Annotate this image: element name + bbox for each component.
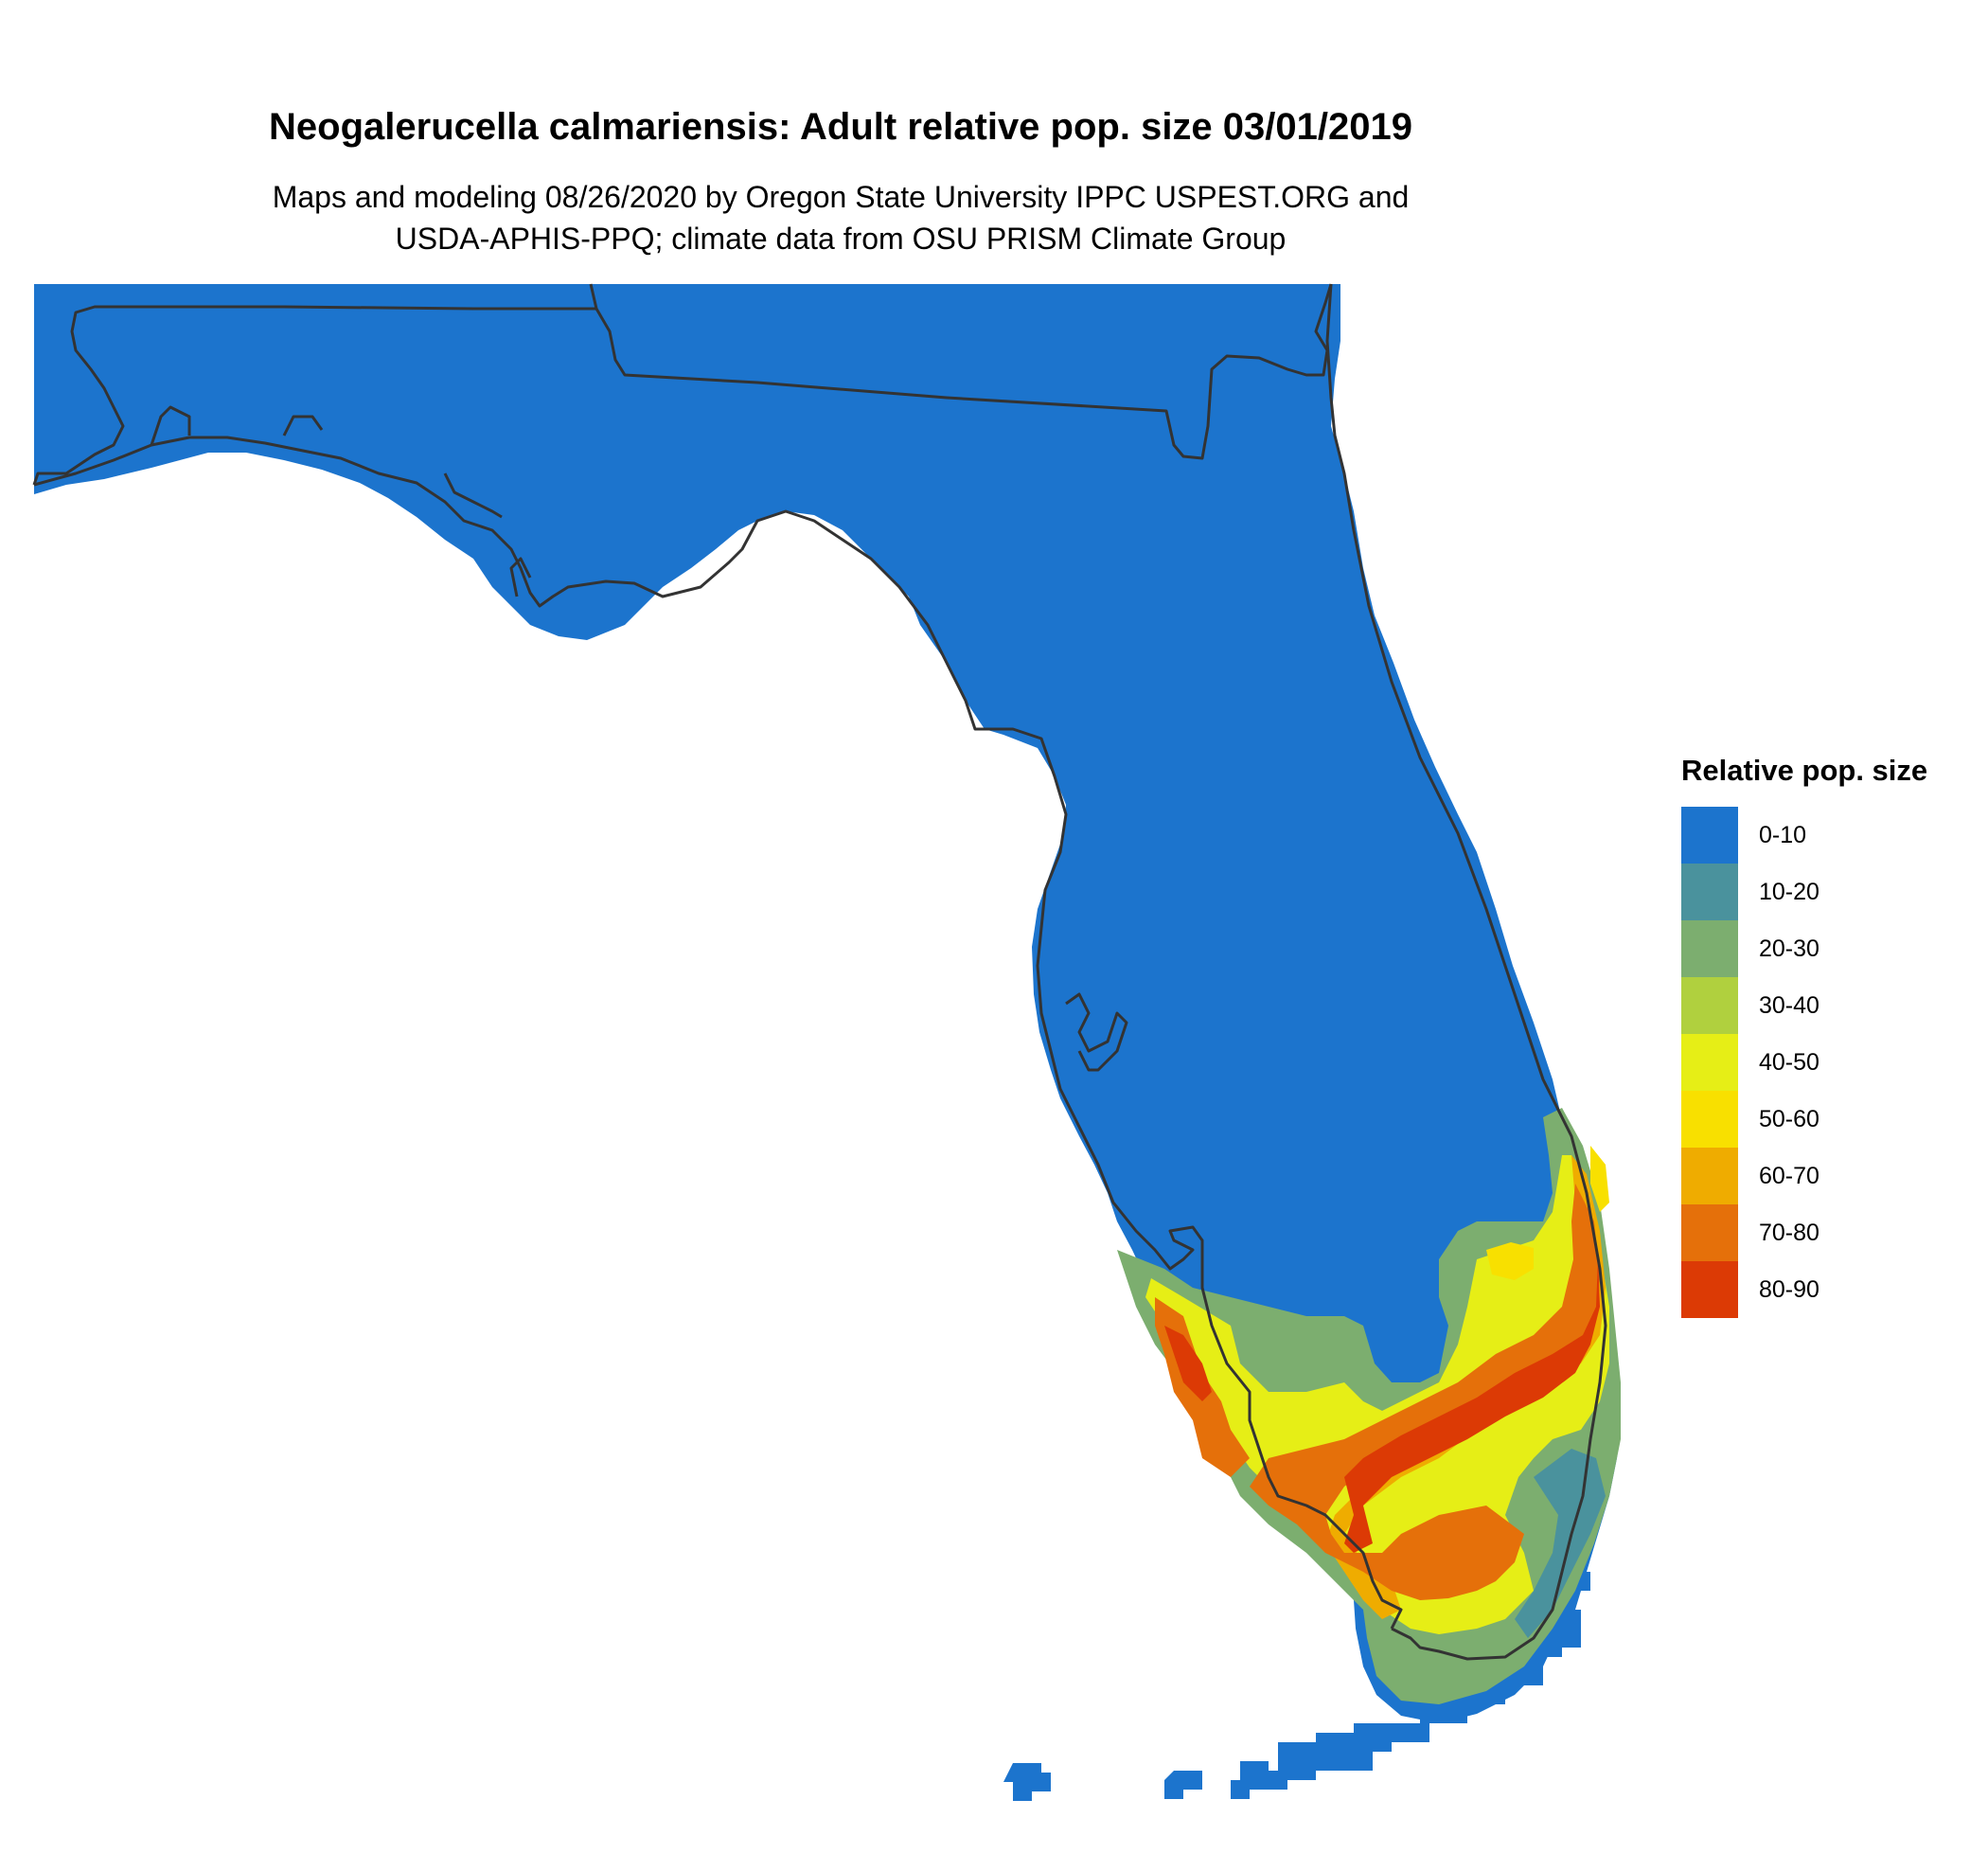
- suitability-zones: [1117, 1108, 1621, 1704]
- legend-swatch: [1681, 1091, 1738, 1148]
- boundary-lines: [32, 283, 1607, 1661]
- map-subtitle: Maps and modeling 08/26/2020 by Oregon S…: [0, 176, 1681, 259]
- legend-item: 40-50: [1681, 1034, 1984, 1091]
- legend-label: 30-40: [1759, 991, 1819, 1019]
- subtitle-line-2: USDA-APHIS-PPQ; climate data from OSU PR…: [395, 222, 1287, 256]
- legend-item: 10-20: [1681, 864, 1984, 920]
- zone-80-90: [1164, 1221, 1600, 1553]
- legend-items: 0-10 10-20 20-30 30-40 40-50 50-60 60-70: [1681, 807, 1984, 1318]
- legend-label: 70-80: [1759, 1219, 1819, 1246]
- legend-item: 70-80: [1681, 1204, 1984, 1261]
- legend-item: 80-90: [1681, 1261, 1984, 1318]
- legend-title: Relative pop. size: [1681, 754, 1928, 787]
- legend-swatch: [1681, 977, 1738, 1034]
- map-legend: Relative pop. size 0-10 10-20 20-30 30-4…: [1681, 754, 1984, 1318]
- zone-70-80: [1155, 1184, 1600, 1600]
- legend-item: 50-60: [1681, 1091, 1984, 1148]
- legend-swatch: [1681, 1204, 1738, 1261]
- legend-swatch: [1681, 864, 1738, 920]
- panhandle-bay-line: [150, 405, 532, 597]
- florida-map: [32, 283, 1621, 1801]
- subtitle-line-1: Maps and modeling 08/26/2020 by Oregon S…: [272, 180, 1410, 214]
- zone-50-60: [1486, 1146, 1609, 1280]
- legend-label: 50-60: [1759, 1105, 1819, 1132]
- legend-label: 40-50: [1759, 1048, 1819, 1076]
- legend-label: 60-70: [1759, 1162, 1819, 1189]
- legend-item: 0-10: [1681, 807, 1984, 864]
- legend-swatch: [1681, 807, 1738, 864]
- gulf-coast-line: [33, 436, 1403, 1630]
- legend-swatch: [1681, 920, 1738, 977]
- map-title: Neogalerucella calmariensis: Adult relat…: [269, 106, 1412, 148]
- tampa-bay-line: [1065, 992, 1128, 1072]
- legend-swatch: [1681, 1261, 1738, 1318]
- legend-label: 20-30: [1759, 935, 1819, 962]
- legend-label: 10-20: [1759, 878, 1819, 905]
- legend-swatch: [1681, 1148, 1738, 1204]
- legend-label: 0-10: [1759, 821, 1807, 848]
- legend-swatch: [1681, 1034, 1738, 1091]
- legend-item: 20-30: [1681, 920, 1984, 977]
- legend-item: 30-40: [1681, 977, 1984, 1034]
- state-boundary: [32, 283, 1333, 486]
- legend-item: 60-70: [1681, 1148, 1984, 1204]
- east-coast-line: [1325, 283, 1607, 1661]
- legend-label: 80-90: [1759, 1275, 1819, 1303]
